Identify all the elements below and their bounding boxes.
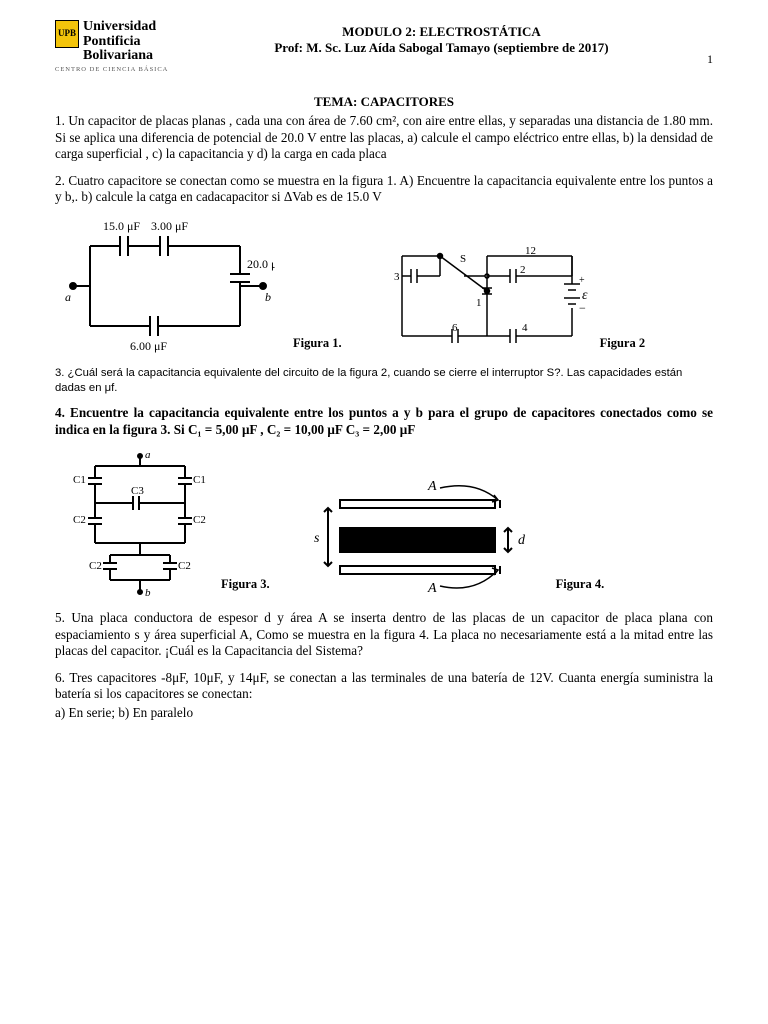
svg-text:C2: C2 — [73, 514, 86, 526]
svg-text:+: + — [579, 275, 585, 286]
question-1: 1. Un capacitor de placas planas , cada … — [55, 113, 713, 163]
university-logo: UPB Universidad Pontificia Bolivariana C… — [55, 18, 170, 74]
header: UPB Universidad Pontificia Bolivariana C… — [55, 18, 713, 74]
svg-text:−: − — [579, 301, 586, 315]
figures-row-2: C1 C1 C3 C2 C2 C2 C2 a b Figura 3. — [55, 448, 713, 598]
module-line: MODULO 2: ELECTROSTÁTICA — [170, 24, 713, 40]
figure-4-label: Figura 4. — [556, 577, 605, 593]
svg-text:1: 1 — [476, 297, 482, 309]
shield-icon: UPB — [55, 20, 79, 48]
svg-text:b: b — [265, 290, 271, 304]
question-6: 6. Tres capacitores -8μF, 10μF, y 14μF, … — [55, 670, 713, 703]
uni-name-3: Bolivariana — [83, 49, 156, 64]
question-6-options: a) En serie; b) En paralelo — [55, 705, 713, 722]
svg-text:3.00 μF: 3.00 μF — [151, 219, 188, 233]
uni-name-2: Pontificia — [83, 35, 156, 50]
svg-text:C1: C1 — [193, 474, 206, 486]
svg-text:a: a — [65, 290, 71, 304]
svg-text:6: 6 — [452, 322, 458, 334]
svg-text:b: b — [145, 587, 151, 598]
figure-1-label: Figura 1. — [293, 336, 342, 352]
svg-text:A: A — [427, 479, 437, 494]
svg-text:a: a — [145, 449, 151, 461]
svg-text:S: S — [460, 253, 466, 265]
figure-3-label: Figura 3. — [221, 577, 270, 593]
svg-text:C2: C2 — [89, 560, 102, 572]
prof-line: Prof: M. Sc. Luz Aída Sabogal Tamayo (se… — [170, 40, 713, 56]
figure-2-label: Figura 2 — [600, 336, 645, 352]
svg-text:A: A — [427, 581, 437, 596]
tema-heading: TEMA: CAPACITORES — [55, 94, 713, 110]
svg-text:15.0 μF: 15.0 μF — [103, 219, 140, 233]
figure-1: 15.0 μF 3.00 μF 20.0 μF 6.00 μF a b — [65, 216, 275, 356]
svg-text:4: 4 — [522, 322, 528, 334]
svg-text:6.00 μF: 6.00 μF — [130, 339, 167, 353]
figure-2: S 1 2 3 4 6 12 ε + − — [382, 236, 592, 356]
figures-row-1: 15.0 μF 3.00 μF 20.0 μF 6.00 μF a b Figu… — [55, 216, 713, 356]
svg-text:C3: C3 — [131, 485, 144, 497]
svg-text:20.0 μF: 20.0 μF — [247, 257, 275, 271]
svg-text:s: s — [314, 531, 320, 546]
svg-text:C2: C2 — [178, 560, 191, 572]
svg-text:C2: C2 — [193, 514, 206, 526]
document-page: UPB Universidad Pontificia Bolivariana C… — [0, 0, 768, 1024]
question-3: 3. ¿Cuál será la capacitancia equivalent… — [55, 366, 713, 395]
svg-text:12: 12 — [525, 245, 536, 257]
svg-text:3: 3 — [394, 271, 400, 283]
uni-sublabel: CENTRO DE CIENCIA BÁSICA — [55, 66, 170, 74]
figure-3: C1 C1 C3 C2 C2 C2 C2 a b — [65, 448, 215, 598]
svg-text:2: 2 — [520, 264, 526, 276]
question-2: 2. Cuatro capacitore se conectan como se… — [55, 173, 713, 206]
uni-name-1: Universidad — [83, 20, 156, 35]
page-number: 1 — [707, 52, 713, 67]
question-4: 4. Encuentre la capacitancia equivalente… — [55, 405, 713, 438]
svg-text:d: d — [518, 533, 526, 548]
figure-4: A A s d — [300, 478, 550, 598]
header-title: MODULO 2: ELECTROSTÁTICA Prof: M. Sc. Lu… — [170, 18, 713, 57]
svg-text:C1: C1 — [73, 474, 86, 486]
question-5: 5. Una placa conductora de espesor d y á… — [55, 610, 713, 660]
